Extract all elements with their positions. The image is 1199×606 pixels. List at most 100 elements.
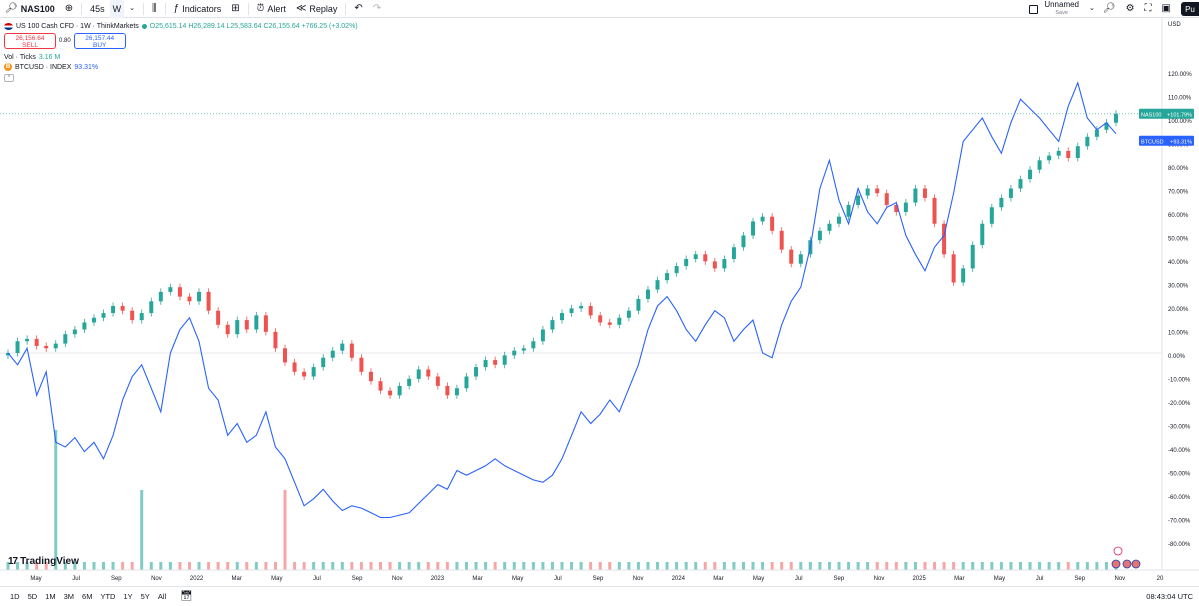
top-toolbar: 🔎︎ NAS100 ⊕ 45s W ⌄ ⫼ ƒ Indicators ⊞ ⏰︎ … xyxy=(0,0,1199,18)
volume-bar xyxy=(713,562,717,570)
interval-button[interactable]: W xyxy=(109,0,125,18)
candle-body xyxy=(961,268,966,283)
candle-body xyxy=(645,289,650,299)
candle-body xyxy=(607,322,612,325)
volume-bar xyxy=(808,562,812,570)
candle-body xyxy=(779,230,784,250)
settings-icon[interactable]: ⚙ xyxy=(1125,3,1135,14)
volume-bar xyxy=(522,562,526,570)
sell-button[interactable]: 26,156.64 SELL xyxy=(4,33,56,49)
candle-body xyxy=(187,296,192,302)
quick-search-icon[interactable]: 🔎︎ xyxy=(1102,3,1116,14)
chart-type-button[interactable]: ⫼ xyxy=(147,0,162,18)
svg-text:+93.31%: +93.31% xyxy=(1170,139,1192,145)
symbol-search-button[interactable]: 🔎︎ NAS100 xyxy=(0,0,60,18)
volume-bar xyxy=(627,562,631,570)
compare-button[interactable]: ⊕ xyxy=(60,0,78,18)
x-tick-label: 20 xyxy=(1157,576,1164,582)
symbol-legend-row[interactable]: US 100 Cash CFD · 1W · ThinkMarkets O25,… xyxy=(4,21,358,31)
tradingview-logo[interactable]: 17 TradingView xyxy=(8,556,79,567)
volume-bar xyxy=(426,562,430,570)
buy-button[interactable]: 26,157.44 BUY xyxy=(73,33,126,49)
volume-bar xyxy=(531,562,535,570)
candle-body xyxy=(407,378,412,386)
x-tick-label: Sep xyxy=(1074,576,1085,582)
volume-bar xyxy=(350,562,354,570)
layout-box-icon[interactable] xyxy=(1029,4,1039,14)
volume-legend-row[interactable]: Vol · Ticks 3.16 M xyxy=(4,52,358,62)
range-all[interactable]: All xyxy=(157,592,167,601)
btc-legend-row[interactable]: B BTCUSD · INDEX 93.31% xyxy=(4,62,358,72)
price-tags: NAS100 +101.79% BTCUSD +93.31% xyxy=(0,108,1194,146)
fullscreen-icon[interactable]: ⛶ xyxy=(1144,3,1152,14)
volume-bar xyxy=(111,562,115,570)
lightning-event-icon[interactable] xyxy=(1113,546,1123,556)
y-tick-label: 0.00% xyxy=(1168,354,1186,360)
indicators-icon: ƒ xyxy=(173,2,180,14)
economic-events[interactable] xyxy=(1111,546,1141,569)
candle-body xyxy=(932,197,937,224)
volume-bar xyxy=(82,562,86,570)
search-icon: 🔎︎ xyxy=(5,2,18,14)
range-6m[interactable]: 6M xyxy=(82,592,93,601)
replay-button[interactable]: ≪ Replay xyxy=(291,0,342,18)
interval-seconds-button[interactable]: 45s xyxy=(85,0,110,18)
range-3m[interactable]: 3M xyxy=(63,592,75,601)
volume-bar xyxy=(1085,562,1089,570)
range-1d[interactable]: 1D xyxy=(10,592,20,601)
y-tick-label: 110.00% xyxy=(1168,96,1192,102)
layout-name-button[interactable]: Unnamed Save xyxy=(1044,1,1079,17)
y-tick-label: USD xyxy=(1168,22,1181,28)
alert-button[interactable]: ⏰︎ Alert xyxy=(252,0,291,18)
price-chart[interactable]: USD120.00%110.00%100.00%90.00%80.00%70.0… xyxy=(0,18,1199,586)
range-1m[interactable]: 1M xyxy=(45,592,56,601)
replay-label: Replay xyxy=(309,3,338,14)
candle-body xyxy=(445,385,450,396)
undo-button[interactable]: ↶ xyxy=(349,0,367,18)
volume-bar xyxy=(1057,562,1061,570)
chevron-down-icon[interactable]: ⌄ xyxy=(1089,5,1095,12)
candle-body xyxy=(378,381,383,391)
volume-bar xyxy=(952,562,956,570)
candle-body xyxy=(636,298,641,311)
candle-body xyxy=(712,261,717,269)
volume-bar xyxy=(1076,562,1080,570)
templates-button[interactable]: ⊞ xyxy=(226,0,244,18)
candle-body xyxy=(512,350,517,356)
redo-button[interactable]: ↷ xyxy=(368,0,386,18)
candle-body xyxy=(263,315,268,332)
clock-time[interactable]: 08:43:04 UTC xyxy=(1146,592,1193,601)
volume-bar xyxy=(818,562,822,570)
candle-body xyxy=(846,204,851,217)
x-tick-label: Nov xyxy=(1115,576,1126,582)
market-open-icon xyxy=(141,23,147,29)
us-event-flag-icon[interactable] xyxy=(1111,559,1121,569)
divider xyxy=(164,2,166,15)
interval-dropdown[interactable]: ⌄ xyxy=(124,0,140,18)
volume-bar xyxy=(923,562,927,570)
camera-icon[interactable]: ▣ xyxy=(1161,3,1171,14)
calendar-range-icon[interactable]: 📅︎ xyxy=(180,590,193,602)
publish-button[interactable]: Pu xyxy=(1181,2,1199,16)
plus-circle-icon: ⊕ xyxy=(64,2,74,14)
candle-body xyxy=(120,306,125,311)
collapse-legend-button[interactable]: ^ xyxy=(4,74,14,82)
volume-bar xyxy=(216,562,220,570)
interval-seconds-label: 45s xyxy=(90,3,105,14)
volume-bar xyxy=(1104,562,1108,570)
range-5y[interactable]: 5Y xyxy=(140,592,150,601)
range-ytd[interactable]: YTD xyxy=(100,592,116,601)
range-5d[interactable]: 5D xyxy=(27,592,38,601)
candle-body xyxy=(665,273,670,281)
us-event-flag-icon[interactable] xyxy=(1131,559,1141,569)
sell-price: 26,156.64 xyxy=(15,35,45,42)
y-tick-label: 100.00% xyxy=(1168,119,1192,125)
volume-bar xyxy=(980,562,984,570)
range-1y[interactable]: 1Y xyxy=(123,592,133,601)
y-tick-label: -80.00% xyxy=(1168,542,1191,548)
buy-price: 26,157.44 xyxy=(85,35,115,42)
indicators-button[interactable]: ƒ Indicators xyxy=(169,0,227,18)
time-axis[interactable]: May Jul Sep Nov 2022 Mar May Jul Sep Nov 2023 Mar Ma… xyxy=(30,576,1164,582)
us-event-flag-icon[interactable] xyxy=(1122,559,1132,569)
y-tick-label: 70.00% xyxy=(1168,190,1189,196)
